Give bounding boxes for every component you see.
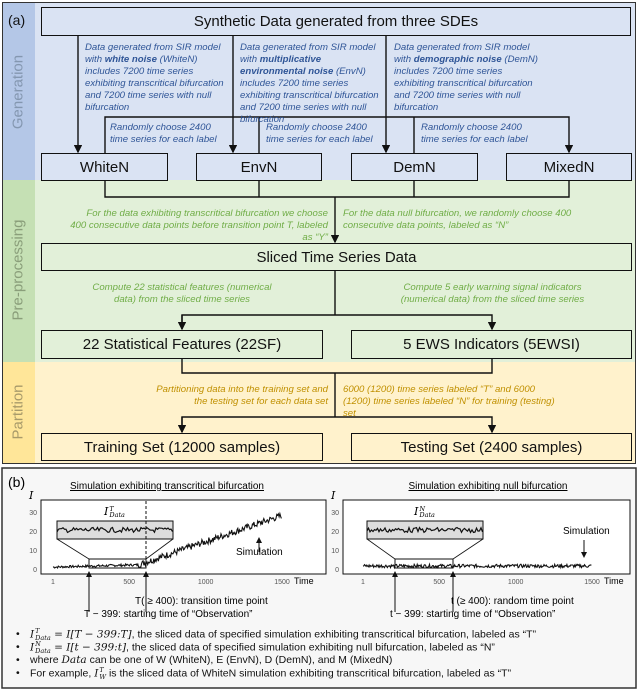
- x-tick-label: 1000: [198, 579, 214, 586]
- testing-set-box: Testing Set (2400 samples): [351, 433, 632, 461]
- sliced-data-box: Sliced Time Series Data: [41, 243, 632, 271]
- dataset-box-mixedn: MixedN: [506, 153, 632, 181]
- inset-trace: [366, 525, 484, 534]
- y-axis-label: I: [330, 489, 336, 502]
- observation-window: [88, 558, 147, 569]
- transition-point-label: T( ≥ 400): transition time point: [135, 596, 268, 607]
- demn-description: Data generated from SIR model with demog…: [394, 42, 538, 113]
- preprocessing-strip: [2, 180, 35, 362]
- zoom-connector: [145, 538, 174, 560]
- x-axis-label: Time: [294, 576, 314, 586]
- training-set-box: Training Set (12000 samples): [41, 433, 323, 461]
- slice-note-null: For the data null bifurcation, we random…: [343, 208, 572, 231]
- y-tick-label: 10: [29, 548, 37, 555]
- partition-strip: [2, 362, 35, 464]
- envn-description: Data generated from SIR model with multi…: [240, 42, 379, 125]
- random-choose-note: Randomly choose 2400 time series for eac…: [266, 122, 373, 145]
- inset-trace: [56, 526, 174, 534]
- simulation-label: Simulation: [563, 526, 610, 537]
- panel-b-label: (b): [8, 474, 26, 490]
- simulation-trace: [52, 511, 282, 569]
- random-point-label: t (≥ 400): random time point: [451, 596, 574, 607]
- merge-connector: [104, 181, 570, 198]
- observation-start-label: T − 399: starting time of “Observation”: [84, 609, 253, 620]
- mixed-connector: [104, 116, 574, 154]
- plot-title-transcritical: Simulation exhibiting transcritical bifu…: [70, 481, 264, 492]
- inset-label-t: I T Data: [104, 504, 125, 520]
- inset-box: [56, 520, 174, 540]
- plot-title-null: Simulation exhibiting null bifurcation: [408, 481, 568, 492]
- simulation-label: Simulation: [236, 547, 283, 558]
- x-tick-label: 1: [361, 579, 365, 586]
- bullet-item: where Data can be one of W (WhiteN), E (…: [16, 654, 536, 667]
- random-choose-note: Randomly choose 2400 time series for eac…: [110, 122, 217, 145]
- panel-a-label: (a): [8, 12, 26, 28]
- y-tick-label: 0: [335, 567, 339, 574]
- synthetic-data-box: Synthetic Data generated from three SDEs: [41, 7, 631, 36]
- dataset-box-envn: EnvN: [196, 153, 322, 181]
- y-tick-label: 20: [29, 529, 37, 536]
- ews-indicators-box: 5 EWS Indicators (5EWSI): [351, 330, 632, 359]
- random-choose-note: Randomly choose 2400 time series for eac…: [421, 122, 528, 145]
- inset-label-n: I N Data: [414, 504, 435, 520]
- zoom-connector: [452, 538, 484, 560]
- x-tick-label: 1000: [508, 579, 524, 586]
- observation-start-label: t − 399: starting time of “Observation”: [390, 609, 556, 620]
- ews-note: Compute 5 early warning signal indicator…: [400, 282, 585, 305]
- y-axis-label: I: [28, 489, 34, 502]
- y-tick-label: 20: [331, 529, 339, 536]
- feature-note: Compute 22 statistical features (numeric…: [92, 282, 272, 305]
- y-tick-label: 30: [331, 510, 339, 517]
- observation-window: [394, 558, 454, 569]
- y-tick-label: 0: [33, 567, 37, 574]
- x-tick-label: 1: [51, 579, 55, 586]
- dataset-box-whiten: WhiteN: [41, 153, 168, 181]
- x-tick-label: 1500: [584, 579, 600, 586]
- merge-connector-2: [181, 358, 493, 374]
- x-tick-label: 1500: [274, 579, 290, 586]
- partition-note: Partitioning data into the training set …: [156, 384, 328, 407]
- zoom-connector: [56, 538, 90, 560]
- generation-strip: [2, 2, 35, 180]
- slice-note-transcritical: For the data exhibiting transcritical bi…: [70, 208, 328, 243]
- dataset-box-demn: DemN: [351, 153, 478, 181]
- x-axis-label: Time: [604, 576, 624, 586]
- statistical-features-box: 22 Statistical Features (22SF): [41, 330, 323, 359]
- y-tick-label: 30: [29, 510, 37, 517]
- split-connector: [181, 314, 497, 331]
- zoom-connector: [366, 538, 396, 560]
- partition-count-note: 6000 (1200) time series labeled “T” and …: [343, 384, 555, 419]
- bullet-item: For example, ITW is the sliced data of W…: [16, 667, 536, 680]
- y-tick-label: 10: [331, 548, 339, 555]
- x-tick-label: 500: [433, 579, 445, 586]
- x-tick-label: 500: [123, 579, 135, 586]
- whiten-description: Data generated from SIR model with white…: [85, 42, 224, 113]
- simulation-trace: [362, 562, 592, 570]
